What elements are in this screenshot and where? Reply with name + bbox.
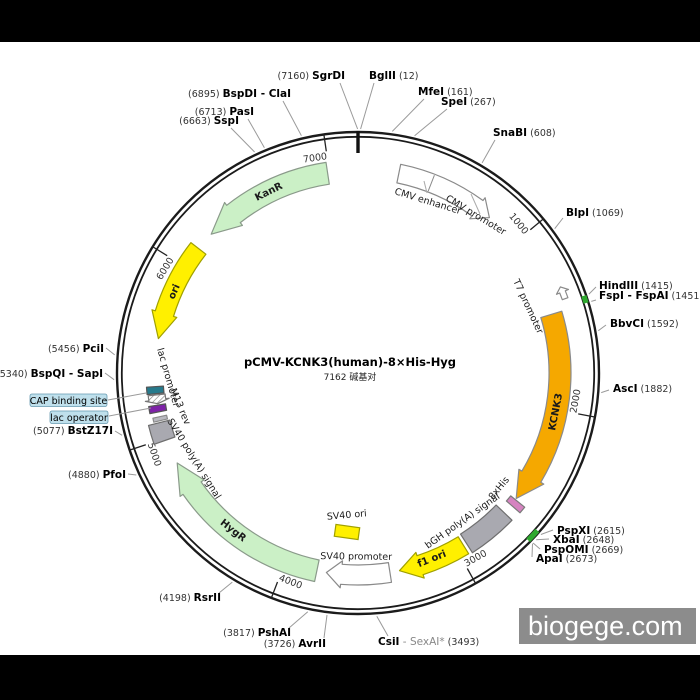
feature-t7 — [555, 286, 570, 301]
site-label-AvrII: (3726) AvrII — [264, 638, 326, 650]
feature-bgh — [459, 504, 513, 554]
site-highlight-box — [29, 393, 108, 407]
tick-1000 — [529, 218, 545, 231]
label-leader — [423, 180, 428, 194]
tick-5000 — [128, 444, 147, 451]
site-label-PshAI: (3817) PshAI — [223, 627, 291, 639]
site-leader-SgrDI — [339, 82, 359, 130]
site-leader-HindIII — [588, 286, 597, 295]
plasmid-title: pCMV-KCNK3(human)-8×His-Hyg — [243, 355, 457, 369]
site-label-SgrDI: (7160) SgrDI — [278, 70, 346, 82]
site-label-PasI: (6713) PasI — [195, 106, 254, 118]
site-label-ApaI: ApaI (2673) — [536, 553, 597, 565]
feature-kcnk3 — [515, 310, 572, 500]
site-leader-PshAI — [288, 611, 309, 629]
site-leader-BspQI - SapI — [104, 372, 115, 381]
tick-label-7000: 7000 — [302, 151, 327, 165]
site-label-BspQI - SapI: (5340) BspQI - SapI — [0, 368, 103, 380]
site-leader-BlpI — [554, 217, 564, 230]
site-leader-SspI — [230, 127, 255, 153]
site-label-AscI: AscI (1882) — [613, 383, 672, 395]
feature-f1 — [398, 536, 470, 579]
black-bar-bottom — [0, 655, 700, 700]
black-bar-top — [0, 0, 700, 42]
feature-label-t7: T7 promoter — [510, 277, 545, 336]
site-label-BlpI: BlpI (1069) — [566, 207, 624, 219]
site-label-PspXI: PspXI (2615) — [557, 525, 625, 537]
site-label-PciI: (5456) PciI — [48, 343, 104, 355]
watermark: biogege.com — [519, 608, 696, 644]
feature-label-sv40p: SV40 promoter — [320, 551, 392, 563]
feature-m13rev — [152, 414, 169, 423]
enzyme-site-mark — [581, 294, 589, 304]
site-label-PfoI: (4880) PfoI — [68, 469, 126, 481]
feature-ori — [151, 242, 207, 340]
feature-label-sv40ori: SV40 ori — [326, 508, 367, 522]
tick-4000 — [270, 581, 279, 599]
site-leader-RsrII — [218, 581, 233, 594]
site-highlight-box — [49, 410, 109, 424]
site-leader-PspXI — [540, 529, 554, 535]
feature-cmv — [396, 163, 490, 220]
site-label-CAP binding site: CAP binding site — [30, 396, 108, 407]
site-leader-FspI - FspAI — [591, 299, 597, 302]
site-label-FspI - FspAI: FspI - FspAI (1451) — [599, 290, 700, 302]
site-leader-PasI — [247, 118, 265, 148]
site-label-CsiI: CsiI - SexAI* (3493) — [378, 636, 479, 648]
site-label-BspDI - ClaI: (6895) BspDI - ClaI — [188, 88, 291, 100]
site-leader-BspDI - ClaI — [282, 100, 302, 136]
site-label-SnaBI: SnaBI (608) — [493, 127, 556, 139]
site-leader-AvrII — [323, 614, 328, 639]
site-label-BstZ17I: (5077) BstZ17I — [33, 425, 113, 437]
site-leader-BglII — [360, 82, 375, 130]
site-leader-AscI — [601, 389, 610, 394]
site-leader-CsiI — [376, 616, 389, 637]
feature-his — [505, 495, 526, 514]
feature-lacop — [148, 403, 168, 415]
label-leader — [470, 193, 481, 215]
feature-lacprom — [144, 393, 170, 405]
site-leader-SpeI — [414, 108, 448, 137]
tick-2000 — [578, 413, 596, 418]
tick-label-5000: 5000 — [145, 441, 163, 467]
site-leader-PfoI — [127, 473, 137, 476]
feature-kanr — [210, 161, 330, 235]
site-label-XbaI: XbaI (2648) — [553, 534, 614, 546]
site-label-SspI: (6663) SspI — [179, 115, 239, 127]
feature-divider — [427, 175, 435, 192]
enzyme-site-mark — [526, 528, 540, 543]
site-label-BbvCI: BbvCI (1592) — [610, 318, 679, 330]
site-leader-PspOMI — [532, 542, 541, 550]
site-label-RsrII: (4198) RsrII — [159, 592, 221, 604]
site-leader-BstZ17I — [114, 430, 123, 436]
site-leader-SnaBI — [481, 139, 496, 164]
feature-sv40ori — [333, 523, 361, 541]
site-leader-BbvCI — [598, 324, 607, 332]
site-leader-CAP binding site — [107, 392, 147, 401]
feature-sv40pa — [147, 419, 176, 445]
site-label-SpeI: SpeI (267) — [441, 96, 496, 108]
plasmid-size-label: 7162 碱基对 — [323, 373, 377, 383]
site-leader-ApaI — [531, 543, 533, 558]
site-label-MfeI: MfeI (161) — [418, 86, 473, 98]
site-label-PspOMI: PspOMI (2669) — [544, 544, 623, 556]
site-label-lac operator: lac operator — [50, 413, 108, 424]
tick-7000 — [323, 133, 327, 152]
site-leader-lac operator — [108, 407, 152, 417]
tick-3000 — [466, 568, 477, 585]
site-label-BglII: BglII (12) — [369, 70, 418, 82]
tick-label-1000: 1000 — [506, 211, 530, 237]
feature-cap — [145, 385, 165, 396]
site-leader-XbaI — [536, 538, 550, 541]
feature-hygr — [176, 462, 320, 583]
tick-label-2000: 2000 — [568, 388, 583, 414]
site-label-HindIII: HindIII (1415) — [599, 280, 673, 292]
tick-6000 — [151, 245, 168, 257]
feature-sv40p — [325, 560, 393, 589]
site-leader-MfeI — [391, 98, 425, 132]
site-leader-PciI — [105, 347, 116, 356]
